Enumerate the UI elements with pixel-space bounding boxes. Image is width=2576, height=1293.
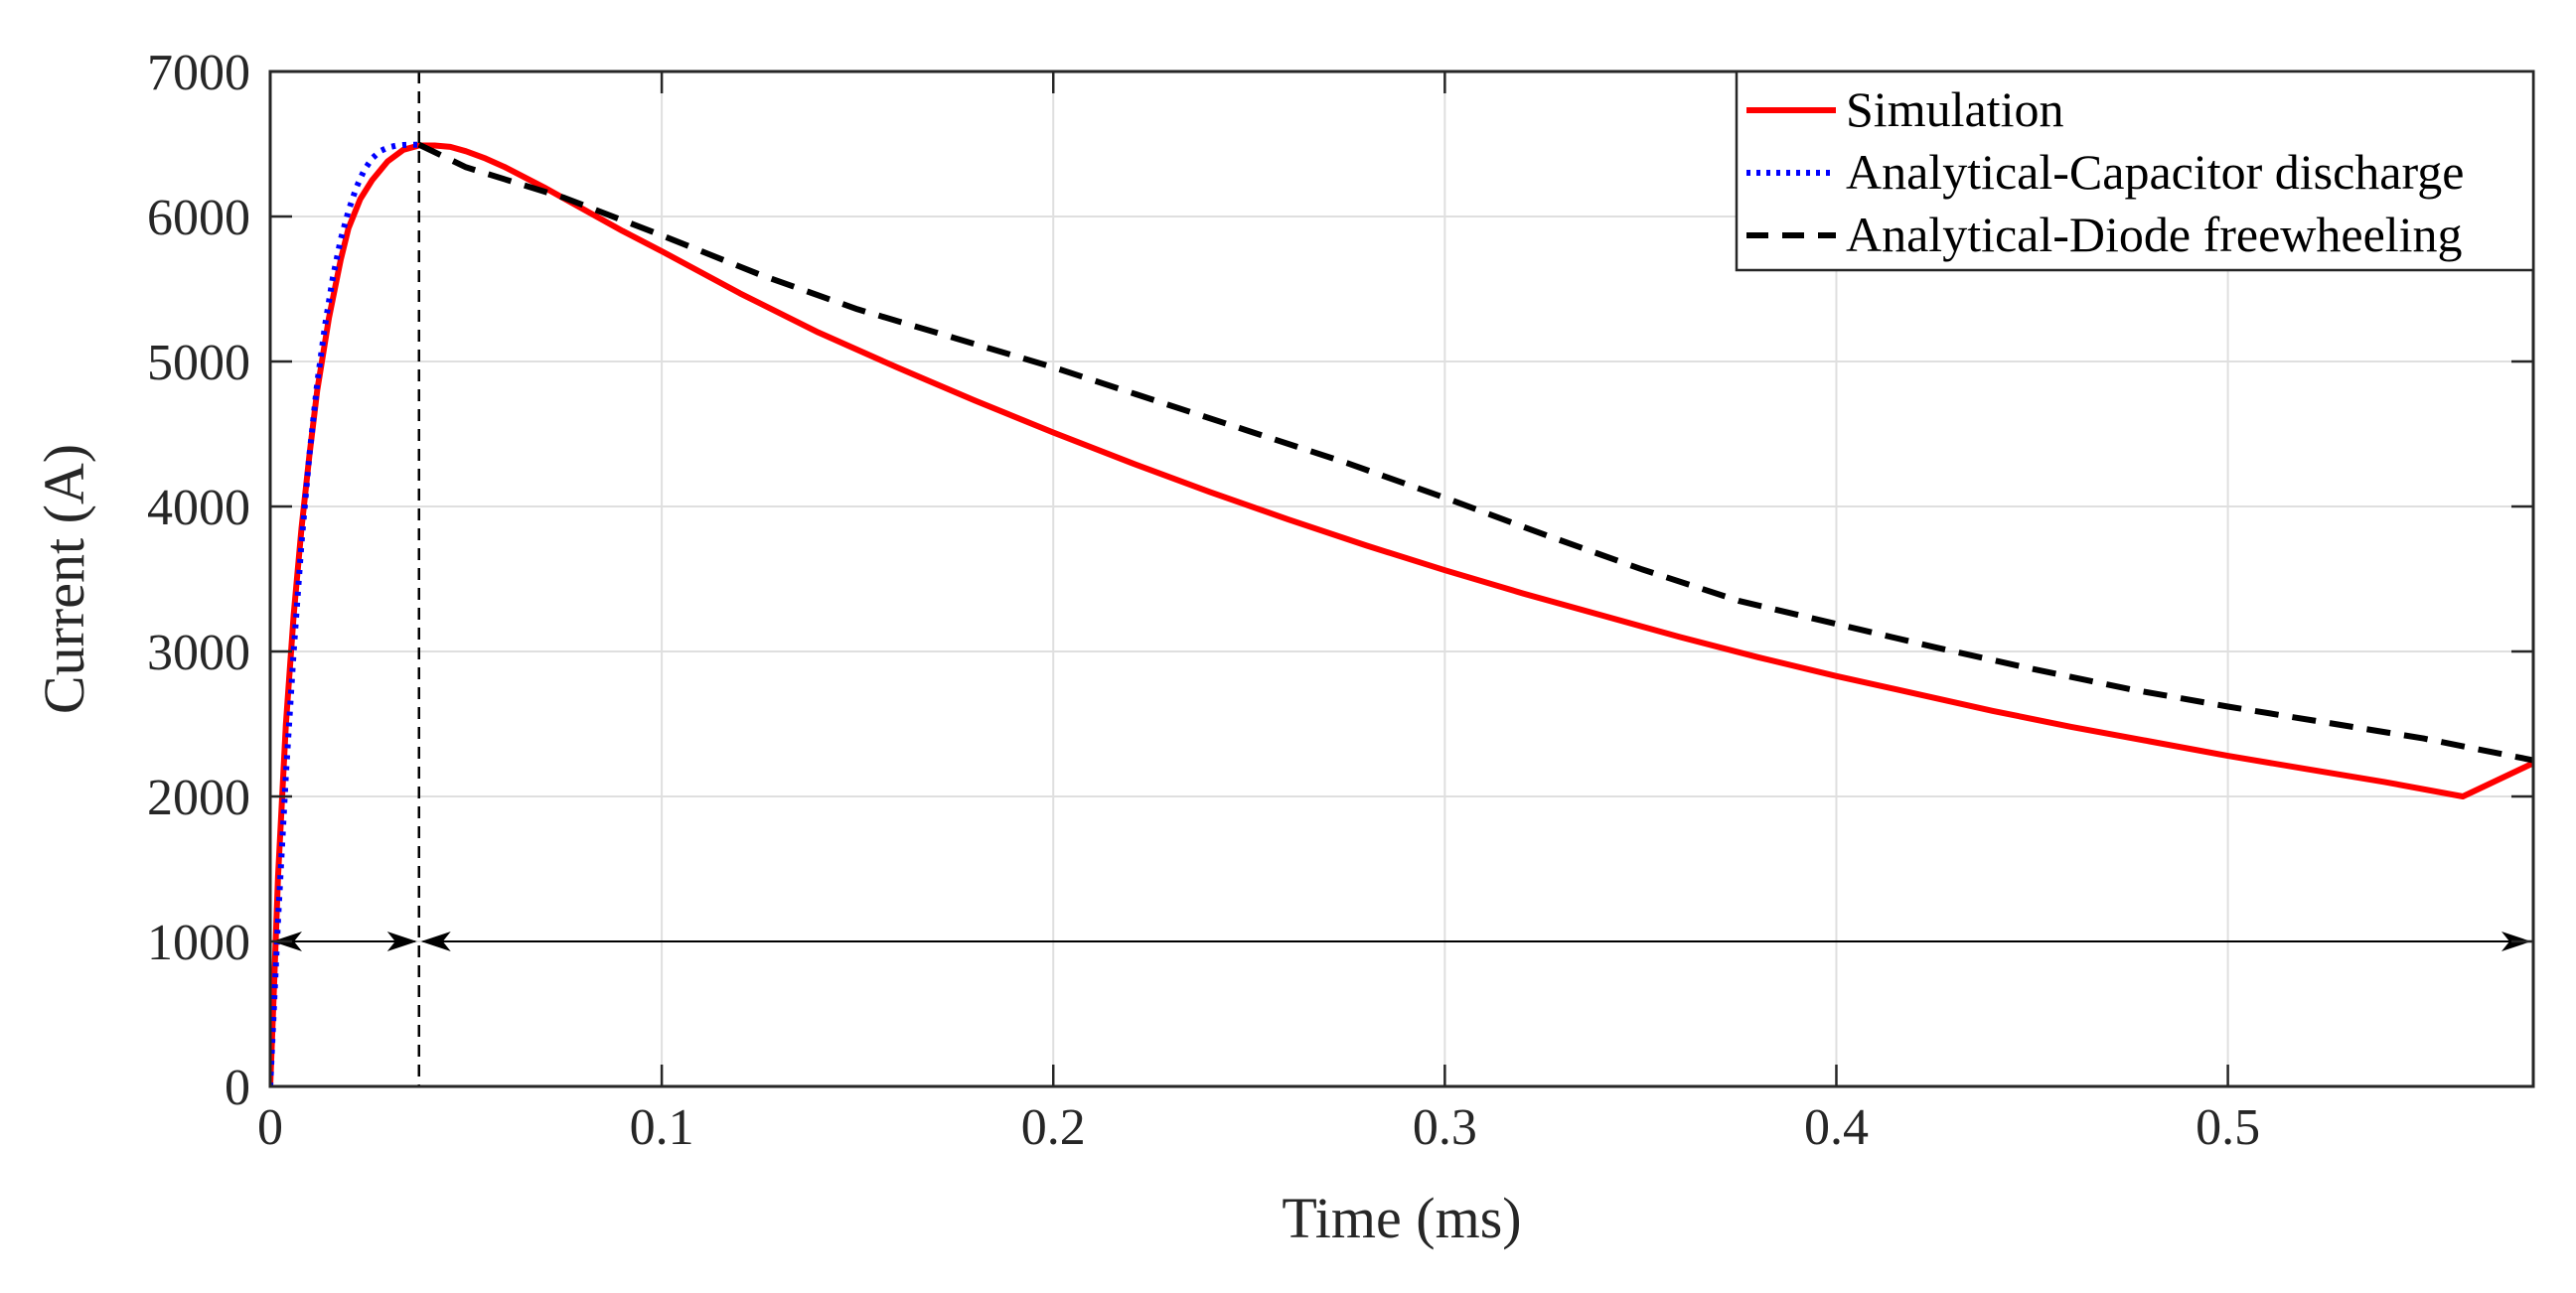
x-tick-label: 0.5 <box>2196 1099 2260 1156</box>
y-tick-label: 2000 <box>147 770 250 826</box>
ticks-group: 0 0.1 0.2 0.3 0.4 0.5 0 1000 2000 3000 4000 5000 600… <box>147 45 2533 1156</box>
y-tick-label: 5000 <box>147 335 250 391</box>
y-axis-label: Current (A) <box>32 444 96 714</box>
y-tick-label: 7000 <box>147 45 250 101</box>
y-tick-label: 1000 <box>147 915 250 971</box>
x-tick-label: 0.2 <box>1021 1099 1086 1156</box>
x-axis-label: Time (ms) <box>1282 1186 1521 1250</box>
series-line-simulation <box>270 142 2533 1086</box>
series-line-capacitor-discharge <box>270 141 419 1086</box>
series-group <box>270 141 2533 1086</box>
interval-arrow-head-right <box>386 932 417 951</box>
interval-arrow-head-left <box>420 932 451 951</box>
annotations-group <box>272 72 2531 1086</box>
legend-label-simulation: Simulation <box>1846 81 2063 137</box>
y-tick-label: 6000 <box>147 190 250 246</box>
x-tick-label: 0 <box>257 1099 283 1156</box>
legend-box <box>1735 70 2535 272</box>
legend: Simulation Analytical-Capacitor discharg… <box>1735 70 2535 272</box>
x-tick-label: 0.4 <box>1804 1099 1869 1156</box>
x-tick-label: 0.3 <box>1413 1099 1477 1156</box>
legend-label-diode-freewheeling: Analytical-Diode freewheeling <box>1846 207 2463 262</box>
y-tick-label: 3000 <box>147 625 250 681</box>
x-tick-label: 0.1 <box>630 1099 694 1156</box>
y-tick-label: 4000 <box>147 480 250 536</box>
legend-label-capacitor-discharge: Analytical-Capacitor discharge <box>1846 144 2464 200</box>
y-tick-label: 0 <box>225 1060 250 1116</box>
series-line-diode-freewheeling <box>417 141 2533 764</box>
plot-frame <box>268 70 2535 1088</box>
